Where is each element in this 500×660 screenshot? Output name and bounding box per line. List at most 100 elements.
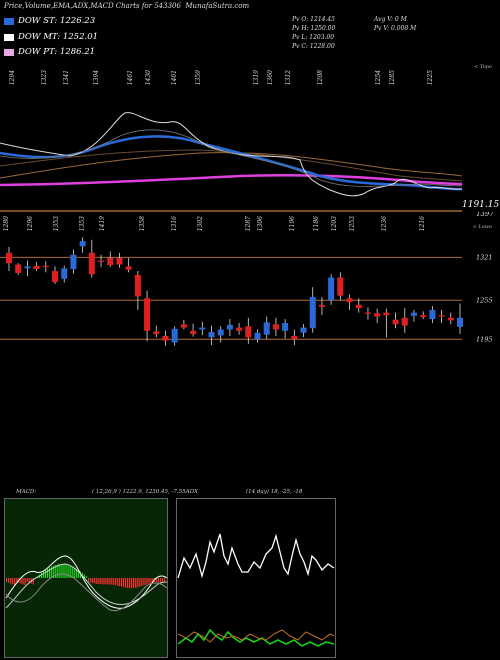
macd-bar bbox=[16, 578, 18, 582]
macd-bar bbox=[106, 578, 108, 585]
candle-top-label: 1280 bbox=[3, 216, 10, 231]
macd-bar bbox=[90, 578, 92, 583]
ema-mid2-line bbox=[0, 149, 463, 182]
ema-top-label: 1319 bbox=[253, 70, 260, 85]
candle-body bbox=[88, 252, 95, 275]
macd-bar bbox=[6, 578, 8, 582]
macd-bar bbox=[137, 578, 139, 588]
macd-bar bbox=[51, 566, 53, 578]
candle-body bbox=[318, 304, 325, 307]
candle-body bbox=[144, 298, 151, 331]
macd-bar bbox=[63, 564, 65, 578]
candle-body bbox=[15, 264, 22, 273]
macd-bar bbox=[149, 578, 151, 584]
macd-bar bbox=[110, 578, 112, 585]
candle-body bbox=[190, 330, 197, 335]
candle-body bbox=[374, 313, 381, 317]
candle-body bbox=[392, 319, 399, 325]
macd-bar bbox=[24, 578, 26, 586]
legend-dow-mt: DOW MT: 1252.01 bbox=[4, 32, 98, 42]
level-label: 1321 bbox=[476, 253, 493, 261]
candle-body bbox=[346, 298, 353, 303]
candle-body bbox=[383, 312, 390, 316]
macd-bar bbox=[47, 568, 49, 578]
macd-bar bbox=[12, 578, 14, 585]
candle-top-label: 1306 bbox=[257, 216, 264, 231]
ema-top-label: 1341 bbox=[63, 70, 70, 85]
macd-bar bbox=[100, 578, 102, 585]
candle-chart: 1280 1296 1353 1353 1419 1358 1316 1302 1287 1306… bbox=[0, 212, 494, 346]
macd-bar bbox=[104, 578, 106, 585]
macd-bar bbox=[10, 578, 12, 584]
candle-top-label: 1216 bbox=[419, 216, 426, 231]
candle-body bbox=[61, 268, 68, 279]
level-label: 1195 bbox=[476, 335, 493, 343]
candle-body bbox=[171, 328, 178, 343]
candle-body bbox=[42, 265, 49, 268]
macd-bar bbox=[42, 571, 45, 578]
candle-body bbox=[217, 329, 224, 336]
stat-pv-low: Pv L: 1203.00 bbox=[292, 34, 335, 41]
macd-bar bbox=[163, 578, 166, 583]
macd-bar bbox=[57, 564, 59, 578]
ema-top-label: 1285 bbox=[389, 70, 396, 85]
candle-body bbox=[429, 310, 436, 320]
candle-top-label: 1419 bbox=[99, 216, 106, 231]
ema-top-label: 1394 bbox=[93, 70, 100, 85]
macd-bar bbox=[151, 578, 153, 584]
macd-panel bbox=[4, 498, 168, 658]
ema-long-line bbox=[0, 152, 463, 179]
macd-bar bbox=[32, 578, 34, 585]
macd-bar bbox=[98, 578, 100, 585]
candle-top-label: 1358 bbox=[139, 216, 146, 231]
candle-body bbox=[355, 304, 362, 309]
stat-pv-volume: Pv V: 0.008 M bbox=[374, 25, 417, 32]
dow-pt-line bbox=[0, 174, 463, 187]
level-lines: 1321 1255 1195 bbox=[0, 253, 493, 343]
ema-last-value: 1191.15 bbox=[462, 200, 499, 210]
macd-bar bbox=[28, 578, 30, 583]
adx-frame bbox=[176, 498, 336, 658]
macd-extra-line bbox=[5, 573, 168, 612]
macd-bar bbox=[85, 576, 88, 578]
candle-body bbox=[245, 326, 252, 338]
candle-body bbox=[337, 277, 344, 296]
macd-bar bbox=[55, 564, 57, 578]
macd-bar bbox=[139, 578, 141, 587]
candle-top-label: 1353 bbox=[79, 216, 86, 231]
macd-bar bbox=[112, 578, 114, 585]
candle-body bbox=[125, 266, 132, 270]
macd-signal-line bbox=[5, 563, 168, 609]
candle-body bbox=[263, 322, 270, 335]
macd-bar bbox=[120, 578, 122, 587]
adx-line bbox=[177, 533, 335, 579]
adx-panel bbox=[176, 498, 336, 658]
macd-bar bbox=[129, 578, 131, 589]
level-label: 1255 bbox=[476, 296, 493, 304]
candle-top-label: 1353 bbox=[53, 216, 60, 231]
candle-top-label: 1186 bbox=[313, 216, 320, 231]
candle-top-label: 1302 bbox=[197, 216, 204, 231]
ema-top-labels: 1294 1323 1341 1394 1461 1430 1461 1359 1319 1360… bbox=[9, 70, 434, 85]
candle-body bbox=[272, 324, 279, 330]
legend-dow-pt: DOW PT: 1286.21 bbox=[4, 47, 95, 57]
candle-body bbox=[162, 336, 169, 341]
candle-top-labels: 1280 1296 1353 1353 1419 1358 1316 1302 1287 1306… bbox=[3, 216, 426, 231]
macd-bar bbox=[75, 568, 77, 578]
candle-body bbox=[79, 241, 86, 247]
macd-bar bbox=[8, 578, 10, 583]
macd-bar bbox=[69, 565, 71, 578]
ema-short-line bbox=[0, 129, 463, 187]
macd-bar bbox=[118, 578, 120, 587]
stat-pv-high: Pv H: 1250.00 bbox=[292, 25, 336, 32]
candle-body bbox=[107, 258, 114, 266]
ema-top-label: 1323 bbox=[41, 70, 48, 85]
macd-bar bbox=[114, 578, 116, 586]
ema-top-label: 1430 bbox=[145, 70, 152, 85]
legend-swatch-mt bbox=[4, 33, 14, 41]
candle-body bbox=[282, 323, 289, 331]
ema-top-label: 1225 bbox=[427, 70, 434, 85]
minus-di-line bbox=[177, 629, 335, 643]
macd-bar bbox=[161, 578, 163, 583]
macd-bar bbox=[26, 578, 28, 582]
